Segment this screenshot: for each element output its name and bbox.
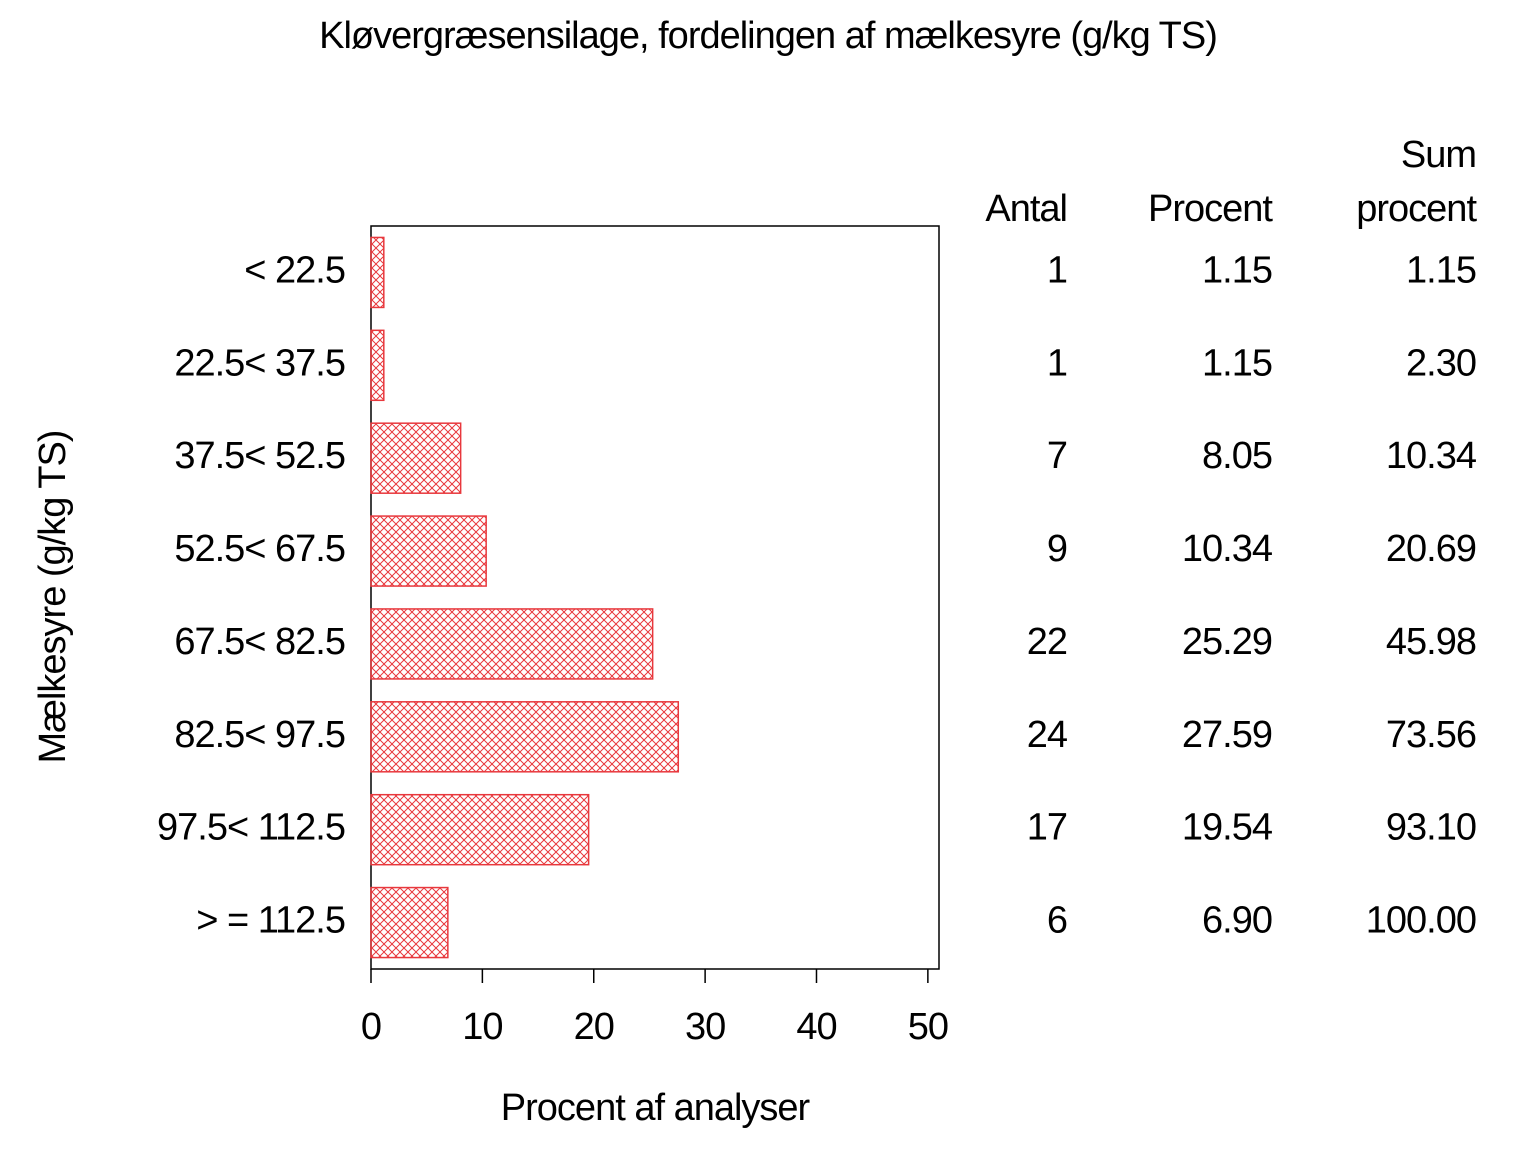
table-cumulative: 45.98	[1386, 621, 1476, 663]
table-header: Sum	[1401, 134, 1476, 176]
table-cumulative: 93.10	[1386, 807, 1476, 849]
x-tick-label: 0	[361, 1006, 381, 1048]
bar	[370, 793, 590, 866]
x-tick-label: 50	[908, 1006, 948, 1048]
table-cumulative: 1.15	[1406, 249, 1476, 291]
table-percent: 10.34	[1182, 528, 1273, 570]
y-axis-label: Mælkesyre (g/kg TS)	[32, 431, 74, 764]
y-tick-label: 37.5< 52.5	[174, 435, 345, 477]
table-percent: 25.29	[1182, 621, 1272, 663]
bar	[370, 701, 680, 773]
table-cumulative: 20.69	[1386, 528, 1476, 570]
table-cumulative: 10.34	[1386, 435, 1477, 477]
y-tick-label: 22.5< 37.5	[174, 342, 345, 384]
y-tick-label: 52.5< 67.5	[174, 528, 345, 570]
table-percent: 19.54	[1182, 807, 1273, 849]
x-axis-label: Procent af analyser	[501, 1087, 811, 1129]
y-tick-label: > = 112.5	[196, 900, 345, 942]
table-percent: 1.15	[1202, 342, 1272, 384]
table-cumulative: 100.00	[1366, 900, 1476, 942]
x-tick-label: 10	[462, 1006, 502, 1048]
table-count: 7	[1047, 435, 1067, 477]
x-tick-label: 20	[574, 1006, 614, 1048]
table-count: 6	[1047, 900, 1067, 942]
table-header: Procent	[1148, 188, 1273, 230]
bar	[370, 422, 462, 494]
table-percent: 1.15	[1202, 249, 1272, 291]
table-count: 9	[1047, 528, 1067, 570]
y-tick-label: 67.5< 82.5	[174, 621, 345, 663]
table-count: 17	[1027, 807, 1067, 849]
plot-frame	[370, 225, 940, 970]
bar	[370, 608, 654, 680]
table-percent: 8.05	[1202, 435, 1272, 477]
table-cumulative: 73.56	[1386, 714, 1476, 756]
table-count: 24	[1027, 714, 1068, 756]
table-count: 1	[1047, 249, 1067, 291]
chart-title: Kløvergræsensilage, fordelingen af mælke…	[319, 15, 1217, 57]
table-cumulative: 2.30	[1406, 342, 1476, 384]
table-header: procent	[1356, 188, 1477, 230]
bar	[370, 515, 487, 587]
bar	[370, 886, 449, 959]
table-count: 1	[1047, 342, 1067, 384]
y-tick-label: 82.5< 97.5	[174, 714, 345, 756]
table-percent: 27.59	[1182, 714, 1272, 756]
x-tick-label: 40	[796, 1006, 836, 1048]
bar	[370, 236, 385, 309]
y-tick-label: 97.5< 112.5	[157, 807, 345, 849]
table-percent: 6.90	[1202, 900, 1272, 942]
y-tick-label: < 22.5	[244, 249, 345, 291]
table-header: Antal	[985, 188, 1067, 230]
x-tick-label: 30	[685, 1006, 725, 1048]
bar	[370, 329, 385, 402]
table-count: 22	[1027, 621, 1067, 663]
